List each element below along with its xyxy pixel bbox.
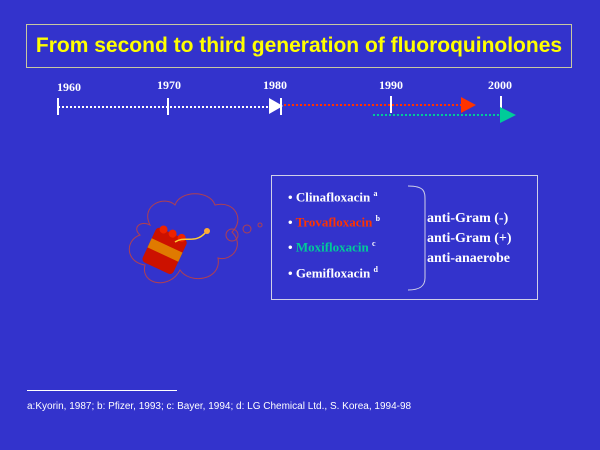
drug-ref: b: [375, 214, 381, 223]
drug-ref: c: [372, 239, 376, 248]
drug-item: • Clinafloxacin a: [288, 189, 378, 205]
timeline: [57, 96, 516, 123]
drug-item: • Moxifloxacin c: [288, 239, 376, 255]
arrow-white-icon: [269, 98, 283, 114]
year-label: 2000: [488, 78, 512, 92]
drug-item: • Gemifloxacin d: [288, 265, 378, 281]
activity-label: anti-Gram (-): [427, 211, 509, 226]
arrow-red-icon: [461, 97, 476, 113]
slide-title: From second to third generation of fluor…: [35, 34, 563, 57]
arrow-green-icon: [500, 107, 516, 123]
drug-name: Gemifloxacin: [295, 265, 371, 281]
drug-name: Clinafloxacin: [295, 189, 371, 205]
footnote: a:Kyorin, 1987; b: Pfizer, 1993; c: Baye…: [27, 401, 412, 412]
footnote-divider: [27, 390, 177, 391]
title-box: From second to third generation of fluor…: [26, 24, 572, 68]
drug-list-box: [271, 175, 538, 300]
brace: [407, 185, 426, 291]
year-label: 1970: [157, 78, 181, 92]
activity-label: anti-anaerobe: [427, 251, 510, 266]
dynamite-icon: [142, 225, 210, 274]
drug-name: Trovafloxacin: [295, 214, 373, 230]
drug-ref: a: [373, 189, 378, 198]
activity-label: anti-Gram (+): [427, 231, 512, 246]
year-label: 1960: [57, 80, 81, 94]
year-label: 1980: [263, 78, 287, 92]
thought-cloud-icon: [128, 193, 263, 284]
drug-ref: d: [373, 265, 378, 274]
drug-item: • Trovafloxacin b: [288, 214, 381, 230]
drug-name: Moxifloxacin: [295, 239, 369, 255]
year-label: 1990: [379, 78, 403, 92]
